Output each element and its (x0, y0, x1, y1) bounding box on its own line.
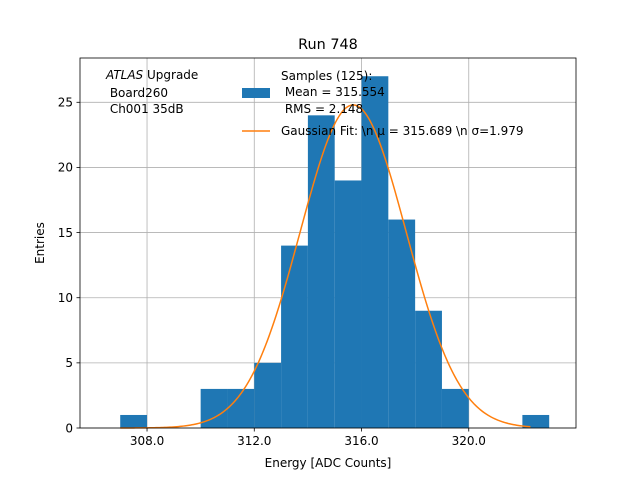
histogram-bars (120, 76, 550, 428)
atlas-italic-word: ATLAS (105, 68, 144, 82)
x-axis-ticks: 308.0 312.0 316.0 320.0 (130, 428, 486, 448)
x-tick-label: 316.0 (344, 434, 378, 448)
y-axis-ticks: 0 5 10 15 20 25 (58, 96, 80, 435)
y-tick-label: 25 (58, 96, 73, 110)
x-tick-label: 308.0 (130, 434, 164, 448)
legend-histogram-swatch (242, 88, 270, 98)
histogram-bar (254, 362, 282, 428)
atlas-annotation: ATLAS Upgrade Board260 Ch001 35dB (105, 68, 198, 116)
legend-fit-label: Gaussian Fit: \n μ = 315.689 \n σ=1.979 (281, 124, 524, 138)
histogram-bar (361, 76, 389, 428)
legend: Samples (125): Mean = 315.554 RMS = 2.14… (242, 69, 524, 138)
histogram-bar (334, 180, 362, 428)
histogram-bar (120, 414, 148, 428)
y-axis-label: Entries (33, 222, 47, 264)
y-tick-label: 20 (58, 161, 73, 175)
y-tick-label: 15 (58, 226, 73, 240)
y-tick-label: 0 (65, 421, 73, 435)
gaussian-fit-line (120, 104, 531, 429)
axes-frame (79, 57, 577, 429)
x-tick-label: 312.0 (237, 434, 271, 448)
y-tick-label: 10 (58, 291, 73, 305)
histogram-bar (415, 310, 442, 428)
legend-samples-line-1: Samples (125): (281, 69, 372, 83)
histogram-bar (227, 388, 255, 428)
chart-title: Run 748 (298, 37, 358, 53)
gaussian-fit-layer (120, 104, 531, 429)
channel-label: Ch001 35dB (106, 102, 184, 116)
x-axis-label: Energy [ADC Counts] (265, 456, 392, 470)
y-tick-label: 5 (65, 356, 73, 370)
x-tick-label: 320.0 (452, 434, 486, 448)
board-label: Board260 (106, 86, 168, 100)
atlas-upgrade-word: Upgrade (143, 68, 198, 82)
histogram-bar (307, 115, 335, 428)
legend-samples-line-2: Mean = 315.554 (281, 85, 385, 99)
legend-samples-line-3: RMS = 2.148 (281, 102, 363, 116)
histogram-bar (441, 388, 469, 428)
histogram-bar (522, 414, 550, 428)
histogram-bar (281, 245, 308, 428)
histogram-bar (388, 219, 416, 428)
atlas-label: ATLAS Upgrade (105, 68, 198, 82)
